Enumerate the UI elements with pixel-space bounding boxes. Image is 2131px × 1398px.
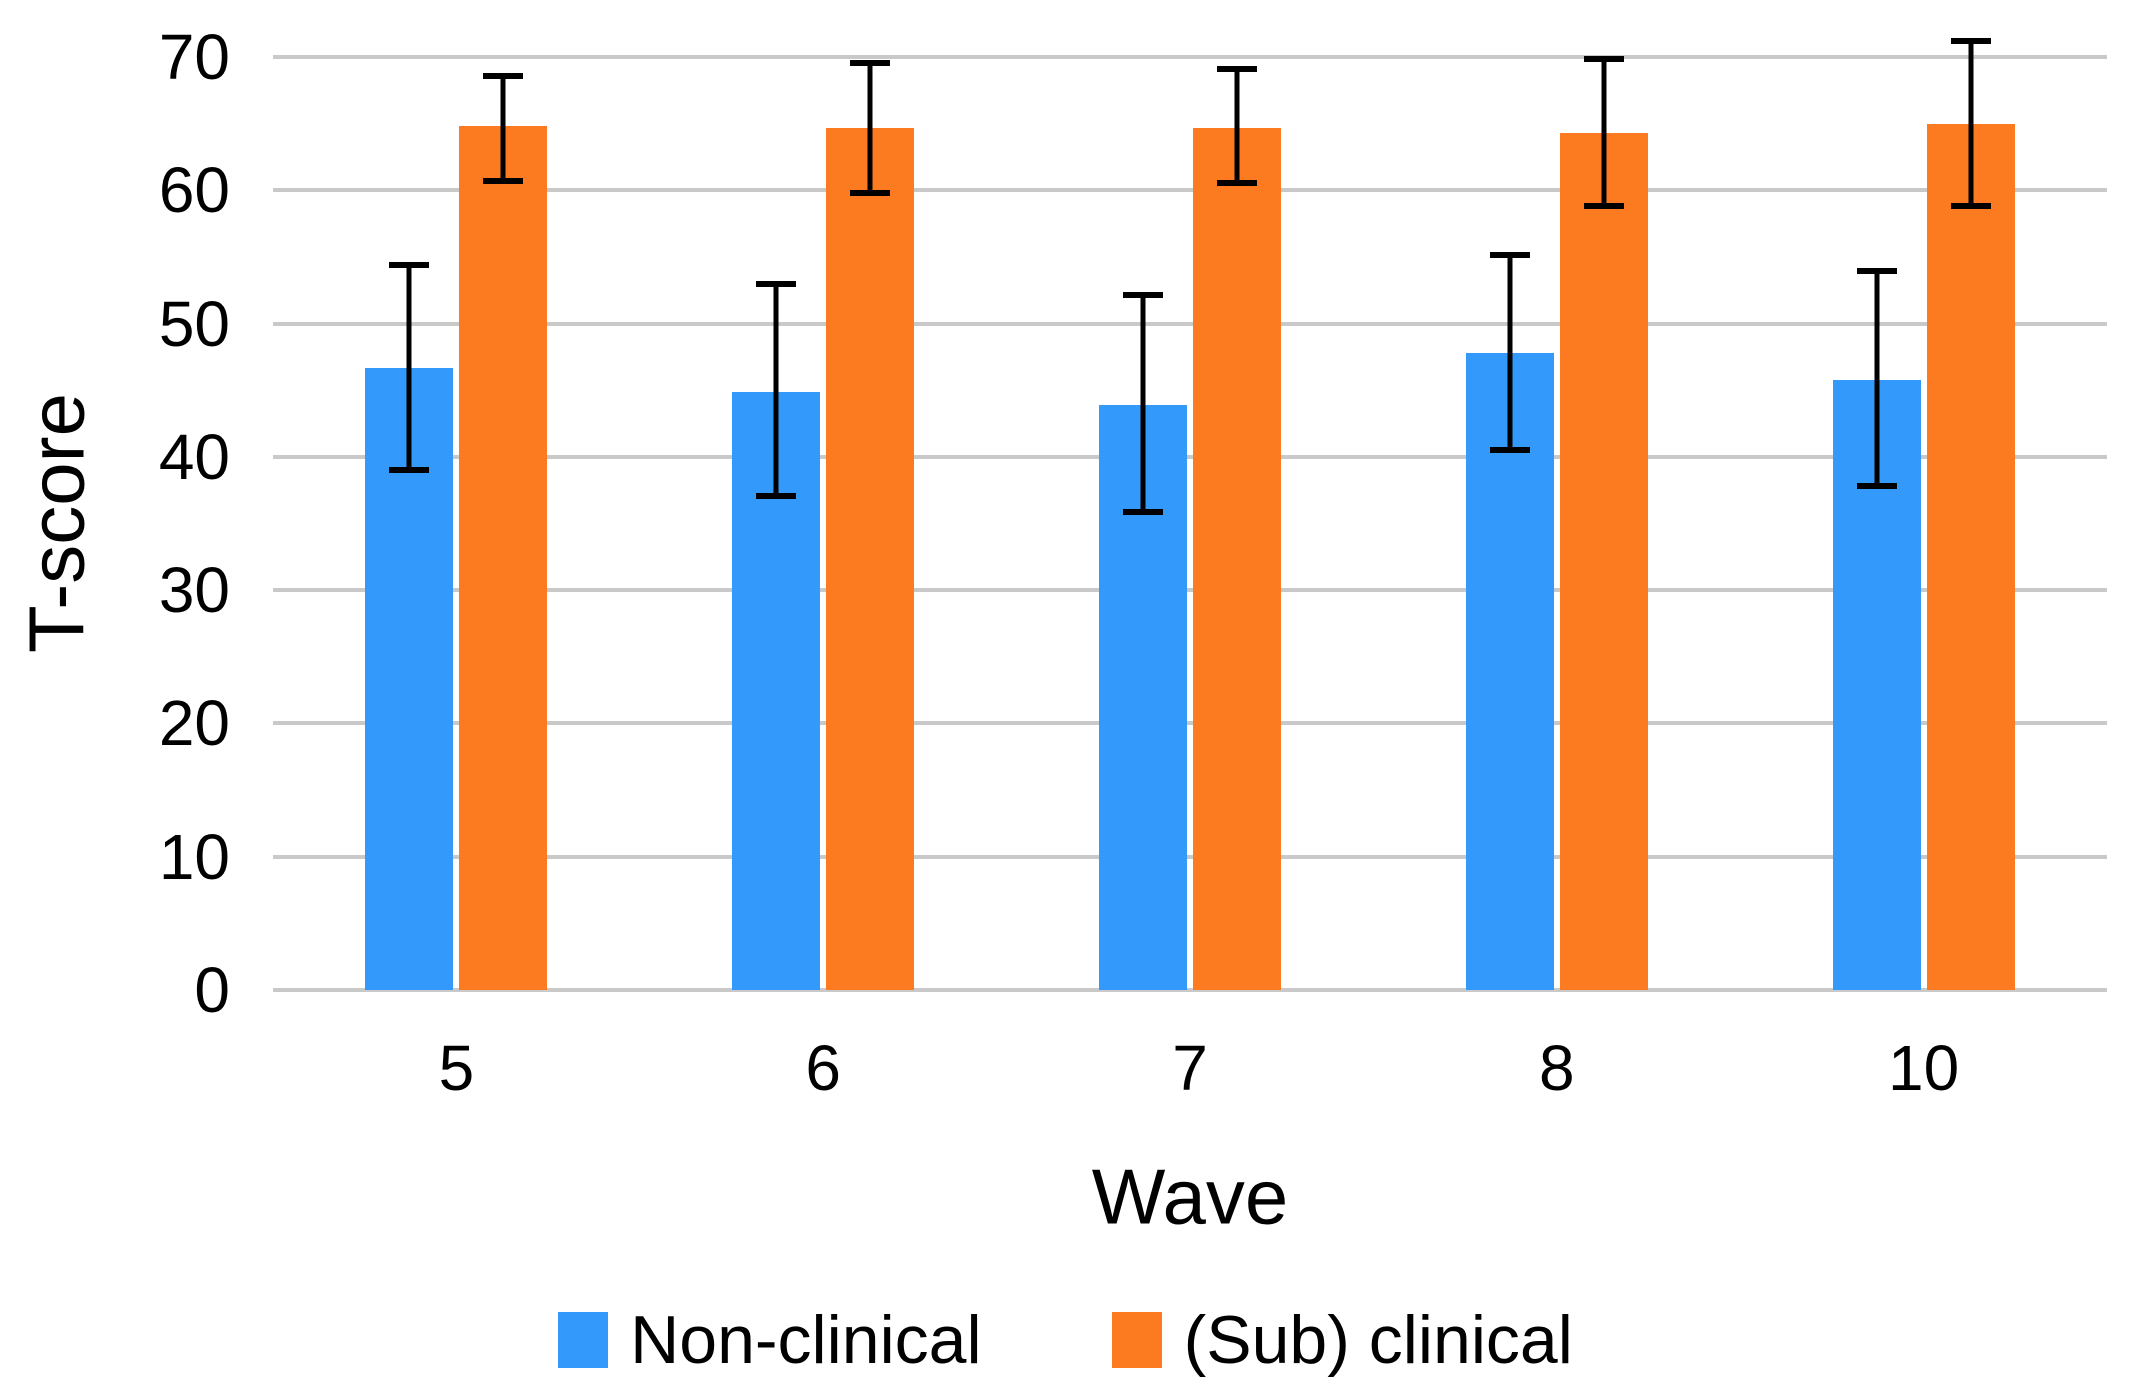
legend-swatch-non-clinical	[558, 1312, 609, 1368]
error-bar-cap-bottom	[1950, 202, 1991, 209]
y-tick-label-60: 60	[158, 154, 230, 227]
y-tick-label-40: 40	[158, 420, 230, 493]
error-bar-vline	[1234, 66, 1240, 187]
error-bar-cap-top	[1856, 267, 1897, 274]
error-bar-cap-bottom	[1217, 180, 1257, 187]
error-bar-wave6-non-clinical	[756, 280, 797, 500]
legend-label-sub-clinical: (Sub) clinical	[1183, 1302, 1573, 1378]
legend-swatch-sub-clinical	[1111, 1312, 1162, 1368]
gridline-60	[273, 188, 2107, 193]
gridline-30	[273, 588, 2107, 593]
error-bar-wave10-sub-clinical	[1950, 38, 1991, 209]
y-tick-label-0: 0	[194, 954, 230, 1026]
legend-item-non-clinical: Non-clinical	[558, 1301, 982, 1379]
error-bar-vline	[1968, 38, 1974, 209]
error-bar-vline	[500, 72, 506, 184]
error-bar-vline	[1140, 291, 1146, 516]
error-bar-cap-bottom	[1123, 509, 1163, 516]
error-bar-vline	[1507, 251, 1513, 453]
gridline-70	[273, 55, 2107, 59]
gridline-50	[273, 321, 2107, 326]
error-bar-cap-top	[756, 280, 797, 287]
bar-wave7-sub-clinical	[1193, 127, 1281, 990]
x-tick-label-10: 10	[1887, 1032, 1960, 1104]
legend-label-non-clinical: Non-clinical	[630, 1302, 982, 1378]
error-bar-vline	[1601, 55, 1607, 209]
error-bar-cap-bottom	[1489, 446, 1530, 453]
bar-wave8-non-clinical	[1465, 352, 1554, 990]
error-bar-cap-top	[1583, 55, 1624, 62]
error-bar-cap-top	[1123, 291, 1163, 298]
gridline-10	[273, 854, 2107, 859]
error-bar-wave8-non-clinical	[1489, 251, 1530, 453]
bar-wave6-sub-clinical	[826, 127, 915, 990]
error-bar-wave6-sub-clinical	[850, 59, 891, 196]
error-bar-wave5-non-clinical	[389, 262, 430, 473]
error-bar-cap-top	[1489, 251, 1530, 258]
bar-wave8-sub-clinical	[1559, 132, 1648, 990]
error-bar-cap-bottom	[1856, 482, 1897, 489]
error-bar-cap-top	[483, 72, 524, 79]
y-tick-label-70: 70	[158, 21, 230, 93]
y-tick-label-30: 30	[158, 554, 230, 627]
gridline-20	[273, 721, 2107, 726]
error-bar-cap-top	[1950, 38, 1991, 45]
error-bar-vline	[406, 262, 412, 473]
gridline-0	[273, 988, 2107, 992]
error-bar-cap-bottom	[1583, 202, 1624, 209]
x-tick-label-5: 5	[438, 1032, 475, 1104]
error-bar-cap-top	[850, 59, 891, 66]
error-bar-cap-bottom	[850, 189, 891, 196]
error-bar-cap-bottom	[389, 466, 430, 473]
y-tick-label-10: 10	[158, 820, 230, 893]
error-bar-wave7-non-clinical	[1123, 291, 1163, 516]
legend: Non-clinical (Sub) clinical	[0, 1295, 2131, 1385]
error-bar-wave8-sub-clinical	[1583, 55, 1624, 209]
x-tick-label-7: 7	[1172, 1032, 1208, 1104]
error-bar-cap-top	[389, 262, 430, 269]
bar-wave5-sub-clinical	[459, 126, 548, 990]
error-bar-cap-top	[1217, 66, 1257, 73]
error-bar-vline	[773, 280, 779, 500]
x-axis-title: Wave	[1091, 1152, 1289, 1241]
x-tick-label-8: 8	[1538, 1032, 1575, 1104]
y-tick-label-20: 20	[158, 687, 230, 760]
error-bar-cap-bottom	[483, 177, 524, 184]
error-bar-wave10-non-clinical	[1856, 267, 1897, 489]
error-bar-vline	[867, 59, 873, 196]
legend-item-sub-clinical: (Sub) clinical	[1111, 1301, 1573, 1379]
error-bar-wave5-sub-clinical	[483, 72, 524, 184]
error-bar-cap-bottom	[756, 493, 797, 500]
y-tick-label-50: 50	[158, 287, 230, 360]
error-bar-wave7-sub-clinical	[1217, 66, 1257, 187]
x-tick-label-6: 6	[805, 1032, 841, 1104]
gridline-40	[273, 454, 2107, 459]
bar-wave10-sub-clinical	[1926, 123, 2015, 990]
error-bar-vline	[1874, 267, 1880, 489]
